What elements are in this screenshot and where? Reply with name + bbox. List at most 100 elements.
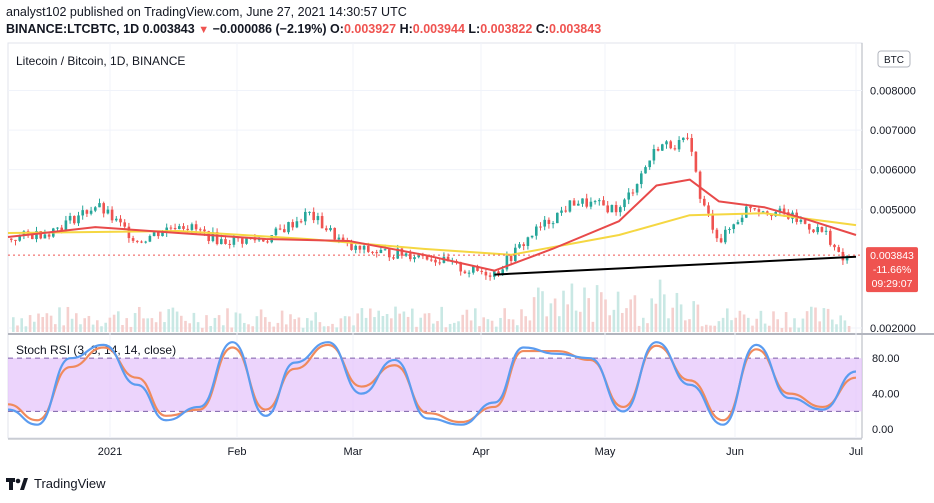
candle-down	[841, 251, 845, 261]
candle-down	[803, 219, 807, 224]
volume-bar	[49, 315, 53, 332]
volume-bar	[146, 318, 149, 332]
volume-bar	[163, 322, 166, 332]
volume-bar	[66, 306, 70, 332]
stoch-k-line	[7, 341, 857, 426]
volume-bar	[822, 308, 826, 332]
candle-down	[388, 249, 391, 258]
candle-down	[463, 271, 467, 274]
volume-bar	[276, 322, 280, 332]
volume-bar	[184, 320, 187, 332]
volume-bar	[226, 308, 229, 332]
candle-up	[661, 144, 664, 151]
candle-down	[341, 237, 345, 241]
volume-bar	[587, 298, 590, 332]
volume-bar	[343, 316, 347, 332]
volume-bar	[369, 308, 372, 332]
candle-down	[425, 256, 429, 260]
volume-bar	[83, 318, 86, 332]
candle-down	[585, 198, 588, 207]
volume-bar	[100, 326, 103, 332]
candle-up	[396, 248, 399, 259]
candle-down	[136, 240, 139, 242]
candle-down	[228, 243, 231, 245]
candle-down	[694, 151, 698, 172]
volume-bar	[654, 303, 658, 332]
volume-bar	[549, 303, 553, 332]
price-tick-label: 0.007000	[870, 125, 916, 137]
volume-bar	[776, 319, 779, 332]
volume-bar	[377, 310, 380, 332]
volume-bar	[482, 317, 485, 332]
volume-bar	[831, 319, 834, 332]
stoch-tick-label: 40.00	[872, 389, 900, 401]
candle-down	[140, 241, 143, 243]
tradingview-footer[interactable]: TradingView	[6, 476, 106, 491]
volume-bar	[847, 325, 851, 332]
candle-up	[106, 209, 110, 214]
volume-bar	[621, 312, 624, 332]
volume-bar	[247, 324, 250, 332]
candle-up	[724, 229, 727, 243]
candle-up	[845, 257, 849, 261]
volume-bar	[238, 313, 242, 332]
candle-up	[144, 241, 147, 243]
candle-down	[837, 247, 840, 252]
candle-down	[749, 206, 752, 209]
low-label: L:	[468, 22, 481, 36]
candle-down	[484, 271, 488, 276]
candle-down	[572, 200, 576, 206]
volume-bar	[667, 318, 670, 332]
candle-down	[39, 231, 42, 239]
volume-bar	[801, 318, 805, 332]
volume-bar	[117, 311, 120, 332]
volume-bar	[310, 320, 313, 332]
volume-bar	[461, 314, 464, 332]
candle-up	[619, 207, 622, 213]
volume-bar	[121, 325, 124, 332]
candle-down	[539, 226, 542, 228]
volume-bar	[318, 322, 322, 332]
candle-up	[472, 265, 475, 273]
volume-bar	[264, 317, 267, 332]
volume-bar	[616, 291, 620, 332]
volume-bar	[348, 316, 351, 332]
volume-bar	[453, 322, 456, 332]
volume-bar	[721, 317, 725, 332]
volume-bar	[650, 298, 653, 332]
volume-bar	[167, 309, 170, 332]
last-price-change: -11.66%	[873, 264, 911, 276]
candle-up	[732, 224, 735, 230]
volume-bar	[839, 315, 842, 332]
volume-bar	[96, 320, 99, 332]
candle-down	[215, 232, 219, 245]
candle-up	[640, 173, 643, 185]
candle-down	[698, 171, 702, 199]
candle-down	[375, 252, 378, 254]
currency-badge[interactable]	[877, 50, 911, 68]
candle-down	[241, 238, 244, 244]
candle-up	[232, 237, 236, 245]
volume-bar	[595, 285, 599, 332]
candle-up	[379, 249, 383, 254]
ma-fast-line	[7, 178, 857, 272]
candle-up	[501, 269, 504, 274]
candle-up	[740, 217, 744, 223]
volume-bar	[280, 310, 284, 332]
volume-bar	[507, 319, 511, 332]
candle-up	[577, 203, 580, 206]
price-tick-label: 0.006000	[870, 165, 916, 177]
volume-bar	[537, 287, 540, 332]
candle-down	[434, 259, 437, 263]
volume-bar	[826, 308, 830, 332]
candle-up	[190, 224, 194, 230]
volume-bar	[175, 311, 179, 332]
price-change: −0.000086 (−2.19%)	[212, 22, 327, 36]
time-tick-label: 2021	[98, 446, 122, 458]
volume-bar	[688, 319, 691, 332]
volume-bar	[129, 326, 133, 332]
candle-down	[194, 224, 198, 230]
candle-up	[778, 208, 782, 213]
volume-bar	[37, 313, 40, 332]
